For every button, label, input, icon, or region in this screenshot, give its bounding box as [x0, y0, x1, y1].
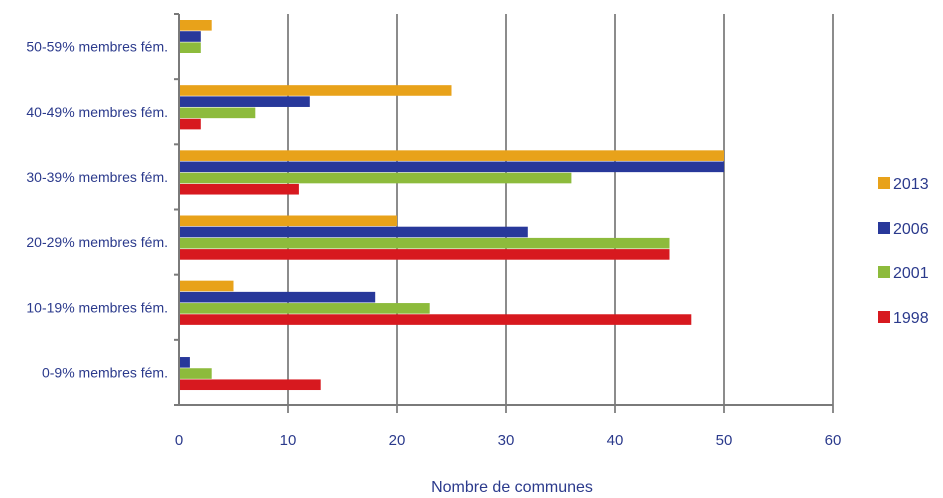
category-label: 30-39% membres fém. — [26, 169, 168, 185]
bar-2006-1 — [180, 96, 310, 107]
legend-swatch-2013 — [878, 177, 890, 189]
legend-swatch-2001 — [878, 266, 890, 278]
x-tick-50: 50 — [716, 432, 733, 449]
x-tick-30: 30 — [498, 432, 515, 449]
bar-2001-4 — [180, 303, 430, 314]
bar-2013-0 — [180, 20, 212, 31]
category-label: 10-19% membres fém. — [26, 299, 168, 315]
bar-1998-5 — [180, 379, 321, 391]
x-tick-60: 60 — [825, 432, 842, 449]
bar-2001-0 — [180, 42, 201, 53]
x-axis-title: Nombre de communes — [431, 479, 593, 496]
bar-2013-2 — [180, 150, 724, 161]
bar-2006-2 — [180, 161, 724, 173]
bar-2001-2 — [180, 172, 572, 184]
bar-2001-5 — [180, 368, 212, 379]
x-tick-40: 40 — [607, 432, 624, 449]
legend-label-2013: 2013 — [893, 176, 929, 193]
legend-label-2006: 2006 — [893, 221, 929, 238]
category-label: 20-29% membres fém. — [26, 234, 168, 250]
bar-2006-3 — [180, 226, 528, 238]
gridlines — [287, 14, 834, 413]
bars — [180, 20, 724, 391]
bar-2013-4 — [180, 280, 234, 292]
legend-label-1998: 1998 — [893, 310, 929, 327]
legend: 2013 2006 2001 1998 — [878, 176, 929, 327]
bar-2006-4 — [180, 291, 376, 303]
category-label: 0-9% membres fém. — [42, 364, 168, 380]
bar-1998-2 — [180, 183, 299, 195]
category-labels: 50-59% membres fém. 40-49% membres fém. 30… — [26, 39, 168, 381]
x-tick-10: 10 — [280, 432, 297, 449]
x-tick-0: 0 — [175, 432, 183, 449]
x-tick-20: 20 — [389, 432, 406, 449]
category-label: 40-49% membres fém. — [26, 104, 168, 120]
bar-2001-3 — [180, 237, 670, 249]
bar-2013-3 — [180, 215, 397, 227]
bar-2006-0 — [180, 31, 201, 42]
legend-swatch-2006 — [878, 222, 890, 234]
axes — [174, 13, 833, 406]
category-label: 50-59% membres fém. — [26, 39, 168, 55]
x-tick-labels: 0 10 20 30 40 50 60 — [175, 432, 842, 449]
bar-2013-1 — [180, 85, 452, 96]
legend-swatch-1998 — [878, 311, 890, 323]
bar-2006-5 — [180, 357, 190, 368]
legend-label-2001: 2001 — [893, 265, 929, 282]
bar-1998-4 — [180, 314, 692, 325]
bar-2001-1 — [180, 107, 256, 119]
bar-1998-3 — [180, 249, 670, 260]
bar-1998-1 — [180, 118, 201, 130]
